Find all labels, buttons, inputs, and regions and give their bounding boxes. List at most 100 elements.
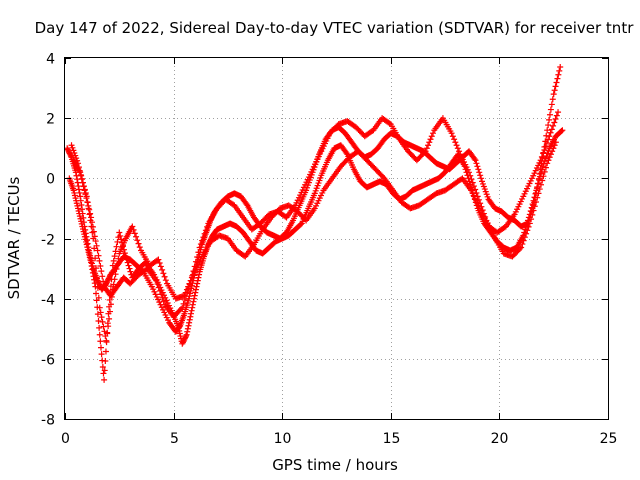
data-point xyxy=(297,221,304,228)
chart-title: Day 147 of 2022, Sidereal Day-to-day VTE… xyxy=(35,19,635,37)
data-point xyxy=(425,142,432,149)
data-point xyxy=(117,232,124,239)
data-point xyxy=(189,301,196,308)
data-point xyxy=(101,376,108,383)
data-point xyxy=(135,240,142,247)
data-point xyxy=(189,304,196,311)
data-point xyxy=(477,172,484,179)
data-point xyxy=(83,193,90,200)
data-point xyxy=(553,112,560,119)
data-points xyxy=(64,64,566,383)
data-point xyxy=(99,273,106,280)
data-point xyxy=(550,91,557,98)
data-point xyxy=(99,318,106,325)
data-point xyxy=(452,139,459,146)
data-point xyxy=(106,315,113,322)
data-point xyxy=(550,122,557,129)
data-point xyxy=(121,250,128,257)
data-point xyxy=(518,244,525,251)
data-point xyxy=(545,122,552,129)
data-point xyxy=(544,160,551,167)
data-point xyxy=(96,304,103,311)
data-point xyxy=(546,133,553,140)
x-tick-label: 10 xyxy=(274,431,292,447)
data-point xyxy=(136,244,143,251)
data-point xyxy=(79,179,86,186)
data-point xyxy=(541,146,548,153)
data-point xyxy=(475,196,482,203)
data-point xyxy=(193,283,200,290)
data-point xyxy=(125,262,132,269)
data-point xyxy=(544,127,551,134)
data-point xyxy=(183,331,190,338)
data-point xyxy=(179,304,186,311)
data-point xyxy=(525,223,532,230)
data-point xyxy=(156,259,163,266)
data-point xyxy=(456,148,463,155)
data-point xyxy=(547,129,554,136)
data-point xyxy=(158,291,165,298)
data-point xyxy=(474,163,481,170)
data-point xyxy=(541,168,548,175)
data-point xyxy=(155,284,162,291)
data-point xyxy=(124,259,131,266)
data-point xyxy=(449,133,456,140)
data-point xyxy=(77,193,84,200)
data-point xyxy=(551,142,558,149)
data-point xyxy=(558,128,565,135)
data-point xyxy=(103,337,110,344)
data-point xyxy=(126,265,133,272)
data-point xyxy=(113,266,120,273)
data-point xyxy=(534,194,541,201)
data-point xyxy=(89,266,96,273)
data-point xyxy=(112,271,119,278)
data-point xyxy=(187,310,194,317)
data-point xyxy=(94,284,101,291)
series-track-c xyxy=(68,115,559,320)
plot-frame xyxy=(64,57,609,420)
data-point xyxy=(547,106,554,113)
data-point xyxy=(519,241,526,248)
data-point xyxy=(187,313,194,320)
data-point xyxy=(110,257,117,264)
data-point xyxy=(115,255,122,262)
data-point xyxy=(75,186,82,193)
data-point xyxy=(467,172,474,179)
data-point xyxy=(99,363,106,370)
data-point xyxy=(528,216,535,223)
data-point xyxy=(93,290,100,297)
data-point xyxy=(153,277,160,284)
data-point xyxy=(472,157,479,164)
data-point xyxy=(186,280,193,287)
data-point xyxy=(131,230,138,237)
data-point xyxy=(80,183,87,190)
data-point xyxy=(204,223,211,230)
series-track-d xyxy=(70,109,562,344)
data-point xyxy=(476,169,483,176)
data-point xyxy=(111,276,118,283)
data-point xyxy=(195,249,202,256)
data-point xyxy=(531,203,538,210)
y-tick-label: -4 xyxy=(41,293,55,309)
data-point xyxy=(468,176,475,183)
data-point xyxy=(91,245,98,252)
data-point xyxy=(529,211,536,218)
data-point xyxy=(194,280,201,287)
data-point xyxy=(538,153,545,160)
x-tick-label: 15 xyxy=(383,431,401,447)
data-point xyxy=(114,260,121,267)
data-point xyxy=(546,116,553,123)
data-point xyxy=(552,83,559,90)
data-point xyxy=(547,151,554,158)
data-point xyxy=(197,241,204,248)
data-point xyxy=(528,204,535,211)
data-point xyxy=(546,154,553,161)
x-tick-label: 20 xyxy=(491,431,509,447)
x-tick-label: 0 xyxy=(61,431,70,447)
data-point xyxy=(106,308,113,315)
data-point xyxy=(90,273,97,280)
axes: 0 5 10 15 20 25 -8 -6 -4 -2 0 2 4 xyxy=(41,52,617,448)
data-point xyxy=(90,235,97,242)
data-point xyxy=(196,244,203,251)
